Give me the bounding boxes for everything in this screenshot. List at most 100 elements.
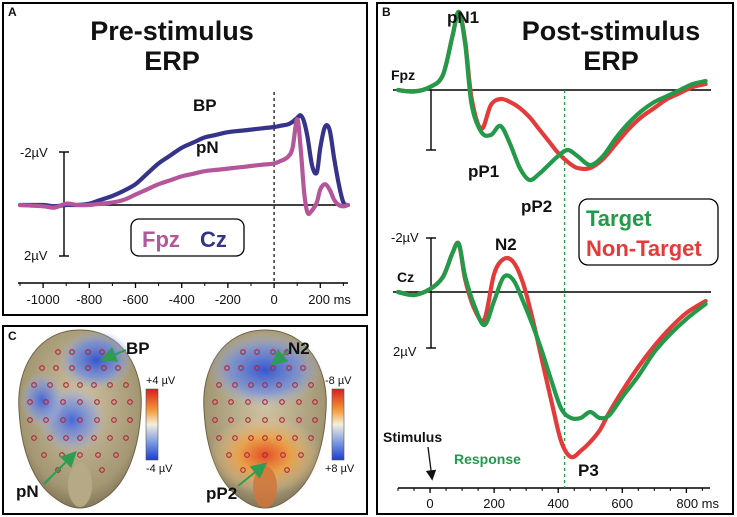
panel-a-series [17,113,351,216]
electrode-dot [298,452,304,458]
map-1-label-top: BP [126,339,150,358]
panel-a-x-tick-label-0: -1000 [26,292,59,307]
panel-a-title-line2: ERP [144,46,200,76]
legend-target: Target [586,206,652,231]
panel-a-label: A [8,5,17,19]
panel-a-x-tick-label-5: 0 [270,292,277,307]
legend-fpz: Fpz [142,227,180,252]
colorbar-2 [331,388,345,461]
head-1-blue-left [20,372,64,428]
electrode-dot [300,365,306,371]
panel-a: A Pre-stimulus ERP -2µV 2µV -1000 -800 -60… [2,2,368,316]
panel-b-x-ticks: 0 200 400 600 800 ms [397,488,719,511]
panel-b-legend-box [578,198,719,266]
panel-c: C +4 µV -4 µV BP pN -8 µV +8 µV N2 [2,325,368,515]
legend-cz: Cz [200,227,227,252]
head-1-blue-top [58,330,134,390]
electrode-dot [270,365,276,371]
panel-b-label-pn1: pN1 [447,8,479,27]
electrode-dot [245,399,251,405]
series-fpz-line [17,117,351,216]
colorbar-1-min: -4 µV [146,463,173,475]
electrode-dot [296,399,302,405]
panel-b-response-annotation: Response [454,451,521,467]
electrode-dot [224,365,230,371]
electrode-dot [279,399,285,405]
panel-b-x-tick-label-2: 400 [547,496,569,511]
electrode-dot [41,452,47,458]
panel-a-label-pn: pN [196,138,219,157]
electrode-dot [43,417,49,423]
panel-b-series [395,9,708,460]
electrode-dot [43,399,49,405]
panel-b-x-tick-label-4: 800 ms [676,496,719,511]
series-fpz-target-line [395,9,708,183]
electrode-dot [47,382,53,388]
colorbar-1-max: +4 µV [146,375,176,387]
electrode-dot [47,435,53,441]
electrode-dot [77,382,83,388]
electrode-dot [262,382,268,388]
electrode-dot [63,435,69,441]
panel-b-channel-cz: Cz [397,269,414,285]
electrode-dot [244,452,250,458]
electrode-dot [101,365,107,371]
panel-b-title-line2: ERP [583,46,639,76]
electrode-dot [228,417,234,423]
panel-a-x-tick-label-1: -800 [76,292,102,307]
map-1-arrow-bottom [43,451,77,485]
electrode-dot [85,349,91,355]
electrode-dot [286,365,292,371]
electrode-dot [245,417,251,423]
panel-a-x-ticks: -1000 -800 -600 -400 -200 0 200 ms [19,283,351,307]
panel-c-border [2,325,368,515]
electrode-dot [279,417,285,423]
electrode-dot [312,399,318,405]
electrode-dot [77,399,83,405]
scalp-map-1 [18,329,142,509]
colorbar-2-min: +8 µV [325,463,355,475]
electrode-dot [226,452,232,458]
electrode-dot [123,382,129,388]
electrode-dot [127,417,133,423]
panel-a-y-label-neg: -2µV [20,145,48,160]
electrode-dot [55,467,61,473]
electrode-dot [77,417,83,423]
electrode-dot [111,399,117,405]
panel-b-border [376,2,734,515]
electrode-dot [113,452,119,458]
panel-a-x-tick-label-2: -600 [122,292,148,307]
electrode-dot [77,435,83,441]
map-1-label-bottom: pN [16,482,39,501]
electrode-dot [292,382,298,388]
electrode-dot [312,417,318,423]
panel-b-stimulus-annotation: Stimulus [383,429,442,445]
head-2-blue-top [207,332,323,408]
electrode-dot [248,435,254,441]
head-1-electrodes [27,349,133,473]
map-1-arrow-top [100,347,127,362]
panel-a-y-label-pos: 2µV [24,248,48,263]
panel-c-label: C [8,329,17,343]
panel-a-title-line1: Pre-stimulus [90,16,254,46]
electrode-dot [27,399,33,405]
colorbar-1 [145,388,159,461]
head-2-nose [253,466,277,508]
electrode-dot [99,467,105,473]
panel-b: B Post-stimulus ERP Fpz -2µV 2µV Cz 0 200… [376,2,734,515]
panel-a-x-tick-label-4: -200 [215,292,241,307]
map-2-label-bottom: pP2 [206,484,237,503]
electrode-dot [228,399,234,405]
electrode-dot [276,382,282,388]
electrode-dot [95,452,101,458]
electrode-dot [91,382,97,388]
electrode-dot [292,435,298,441]
panel-b-label-pp1: pP1 [468,162,499,181]
electrode-dot [60,417,66,423]
electrode-dot [262,435,268,441]
panel-b-y-label-pos: 2µV [393,344,417,359]
electrode-dot [77,452,83,458]
head-1-nose [68,463,92,507]
electrode-dot [55,349,61,355]
